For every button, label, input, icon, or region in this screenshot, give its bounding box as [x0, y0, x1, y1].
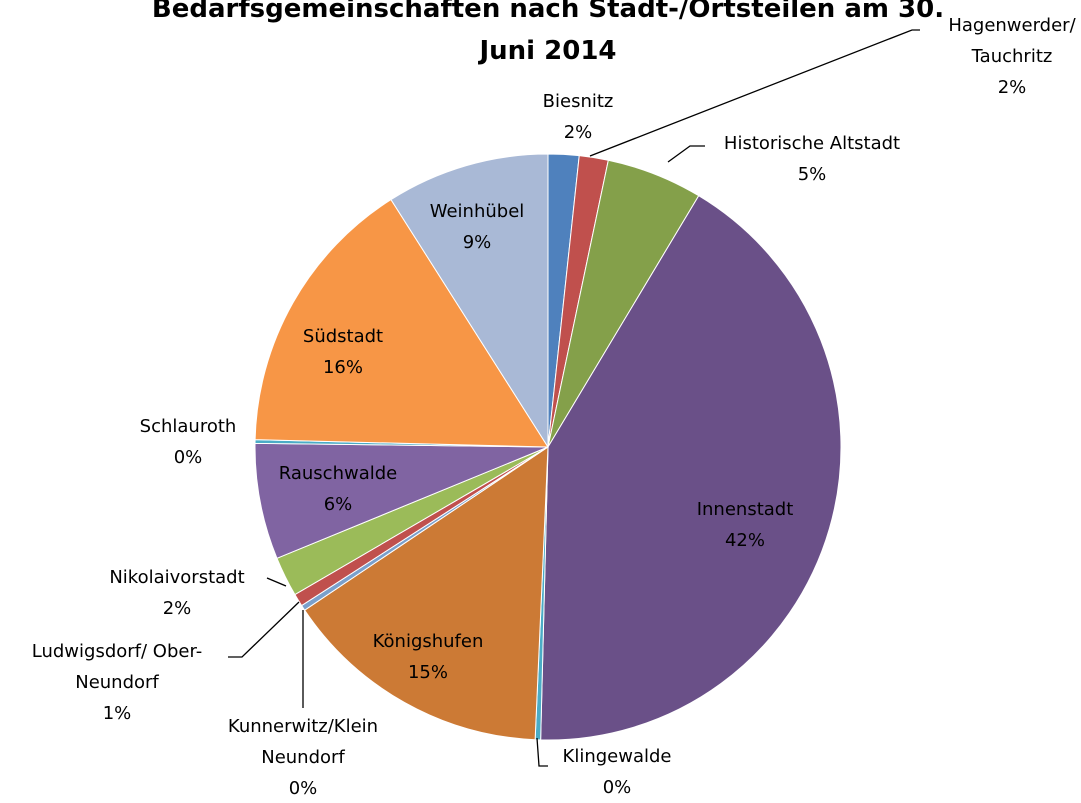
slice-label: Innenstadt 42% [645, 494, 845, 556]
slice-percent: 1% [102, 703, 132, 724]
pie-slice [303, 446, 549, 741]
slice-percent: 2% [162, 598, 192, 619]
slice-name: Königshufen [372, 631, 484, 652]
slice-label: Weinhübel 9% [377, 196, 577, 258]
slice-percent: 2% [997, 77, 1027, 98]
slice-name: Hagenwerder/ Tauchritz [948, 15, 1076, 67]
slice-percent: 9% [462, 232, 492, 253]
slice-name: Ludwigsdorf/ Ober-Neundorf [31, 641, 203, 693]
slice-name: Nikolaivorstadt [109, 567, 245, 588]
slice-label: Hagenwerder/ Tauchritz 2% [947, 10, 1077, 103]
slice-label: Südstadt 16% [243, 321, 443, 383]
slice-percent: 0% [288, 778, 318, 799]
slice-name: Kunnerwitz/Klein Neundorf [227, 716, 379, 768]
pie-slice [254, 442, 549, 559]
leader-line [266, 577, 287, 587]
slice-label: Biesnitz 2% [478, 86, 678, 148]
slice-percent: 5% [797, 164, 827, 185]
leader-line [589, 29, 920, 157]
slice-name: Südstadt [302, 326, 384, 347]
leader-line [667, 145, 705, 163]
slice-name: Rauschwalde [278, 463, 398, 484]
slice-percent: 16% [322, 357, 363, 378]
pie-slice [254, 198, 549, 448]
slice-percent: 42% [724, 530, 765, 551]
leader-line [536, 737, 548, 767]
slice-name: Weinhübel [429, 201, 525, 222]
slice-label: Kunnerwitz/Klein Neundorf 0% [223, 711, 383, 803]
slice-percent: 6% [323, 494, 353, 515]
slice-label: Klingewalde 0% [517, 741, 717, 803]
slice-name: Schlauroth [139, 416, 237, 437]
slice-percent: 0% [602, 777, 632, 798]
leader-line [228, 601, 300, 658]
slice-percent: 0% [173, 447, 203, 468]
slice-label: Königshufen 15% [328, 626, 528, 688]
pie-slice [390, 153, 549, 449]
pie-slice [540, 195, 842, 741]
slice-name: Klingewalde [562, 746, 672, 767]
slice-percent: 2% [563, 122, 593, 143]
slice-label: Nikolaivorstadt 2% [77, 562, 277, 624]
slice-name: Historische Altstadt [723, 133, 901, 154]
chart-title: Bedarfsgemeinschaften nach Stadt-/Ortste… [151, 0, 945, 66]
slice-name: Innenstadt [696, 499, 794, 520]
slice-label: Schlauroth 0% [88, 411, 288, 473]
slice-name: Biesnitz [542, 91, 614, 112]
slice-label: Historische Altstadt 5% [682, 128, 942, 190]
slice-label: Rauschwalde 6% [238, 458, 438, 520]
slice-label: Ludwigsdorf/ Ober-Neundorf 1% [17, 636, 217, 729]
slice-percent: 15% [407, 662, 448, 683]
